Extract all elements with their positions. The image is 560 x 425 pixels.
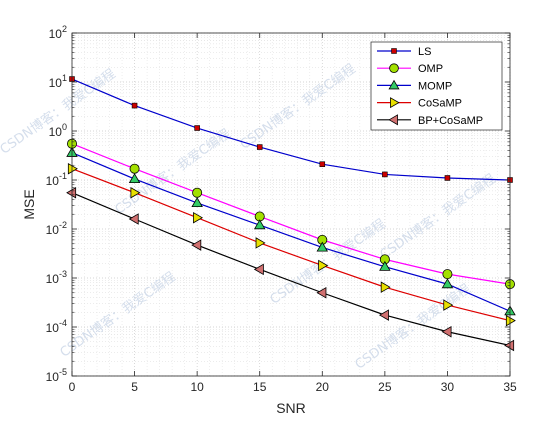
y-tick-base: 10 — [46, 174, 60, 188]
legend-entry: OMP — [377, 63, 443, 75]
marker-triangle-left — [191, 239, 202, 251]
marker-square — [382, 171, 388, 178]
marker-triangle-left — [128, 213, 139, 225]
legend-entry: LS — [377, 46, 431, 58]
legend-entry: CoSaMP — [377, 97, 462, 110]
y-tick-exponent: 0 — [62, 122, 67, 132]
y-tick-exponent: -5 — [59, 367, 67, 377]
y-tick-label: 10-3 — [46, 269, 67, 286]
marker-triangle-right — [443, 299, 454, 311]
marker-square — [319, 161, 326, 167]
marker-triangle-left — [316, 286, 327, 299]
legend-label: LS — [418, 46, 431, 58]
marker-triangle-right — [390, 97, 400, 109]
x-tick-label: 0 — [69, 380, 76, 394]
marker-triangle-up — [128, 173, 141, 184]
marker-triangle-right — [67, 162, 78, 175]
y-tick-base: 10 — [49, 125, 63, 139]
series-line — [71, 143, 511, 285]
x-tick-label: 10 — [190, 380, 204, 394]
y-tick-label: 100 — [49, 122, 67, 139]
marker-square — [256, 144, 263, 150]
y-tick-base: 10 — [46, 272, 60, 286]
y-tick-exponent: -4 — [59, 318, 67, 328]
x-tick-label: 15 — [253, 380, 267, 394]
y-tick-base: 10 — [46, 223, 60, 237]
y-tick-exponent: -3 — [59, 269, 67, 279]
marker-triangle-right — [130, 186, 141, 199]
series-line — [71, 152, 511, 312]
marker-triangle-right — [380, 281, 391, 293]
y-tick-exponent: 2 — [62, 24, 67, 34]
series-cosamp — [67, 162, 516, 327]
marker-triangle-left — [388, 114, 398, 126]
x-tick-label: 25 — [378, 380, 392, 394]
marker-triangle-left — [504, 339, 515, 352]
marker-square — [194, 125, 200, 131]
y-tick-base: 10 — [49, 27, 63, 41]
series-line — [71, 168, 511, 322]
legend-entry: MOMP — [377, 79, 452, 92]
marker-triangle-up — [253, 219, 266, 230]
marker-triangle-right — [255, 237, 266, 249]
series-bp-cosamp — [66, 186, 515, 352]
y-tick-label: 10-4 — [46, 318, 67, 335]
y-tick-label: 10-5 — [46, 367, 67, 384]
marker-square — [391, 48, 397, 54]
marker-circle — [389, 63, 399, 73]
series-line — [71, 192, 511, 347]
marker-circle — [442, 269, 453, 280]
marker-triangle-left — [66, 186, 77, 199]
marker-square — [444, 175, 451, 181]
y-tick-base: 10 — [46, 321, 60, 335]
marker-triangle-left — [441, 325, 452, 338]
legend-label: BP+CoSaMP — [418, 115, 483, 127]
marker-triangle-up — [379, 260, 391, 271]
legend: LS OMP MOMP CoSaMP BP+CoSaMP — [370, 41, 503, 131]
y-tick-exponent: 1 — [62, 73, 67, 83]
legend-entry: BP+CoSaMP — [377, 114, 483, 127]
y-tick-base: 10 — [49, 76, 63, 90]
minor-grid — [72, 33, 510, 376]
marker-triangle-up — [191, 197, 203, 208]
y-tick-exponent: -1 — [59, 171, 67, 181]
series-line — [71, 78, 511, 181]
y-tick-label: 10-1 — [46, 171, 67, 188]
legend-label: CoSaMP — [418, 98, 462, 110]
y-axis-title: MSE — [21, 189, 37, 219]
y-tick-label: 10-2 — [46, 220, 67, 237]
axis-ticks — [71, 32, 511, 377]
marker-triangle-up — [441, 278, 454, 289]
legend-label: OMP — [418, 63, 443, 75]
legend-label: MOMP — [418, 80, 452, 92]
x-tick-label: 35 — [503, 380, 517, 394]
marker-triangle-right — [318, 259, 329, 272]
marker-circle — [129, 163, 140, 174]
y-tick-exponent: -2 — [59, 220, 67, 230]
marker-triangle-right — [193, 211, 204, 224]
y-tick-label: 101 — [49, 73, 67, 90]
plot-frame — [71, 32, 511, 377]
y-tick-label: 102 — [49, 24, 67, 41]
x-tick-label: 20 — [316, 380, 330, 394]
marker-square — [131, 102, 138, 109]
x-tick-labels: 0 5 10 15 20 25 30 35 — [69, 380, 517, 394]
marker-triangle-up — [388, 79, 400, 90]
x-tick-label: 30 — [441, 380, 455, 394]
marker-triangle-left — [253, 263, 264, 276]
marker-circle — [192, 187, 203, 198]
marker-triangle-up — [316, 241, 329, 252]
x-axis-title: SNR — [276, 400, 306, 416]
marker-triangle-right — [505, 314, 516, 327]
y-tick-base: 10 — [46, 370, 60, 384]
marker-triangle-left — [378, 309, 389, 321]
x-tick-label: 5 — [131, 380, 138, 394]
